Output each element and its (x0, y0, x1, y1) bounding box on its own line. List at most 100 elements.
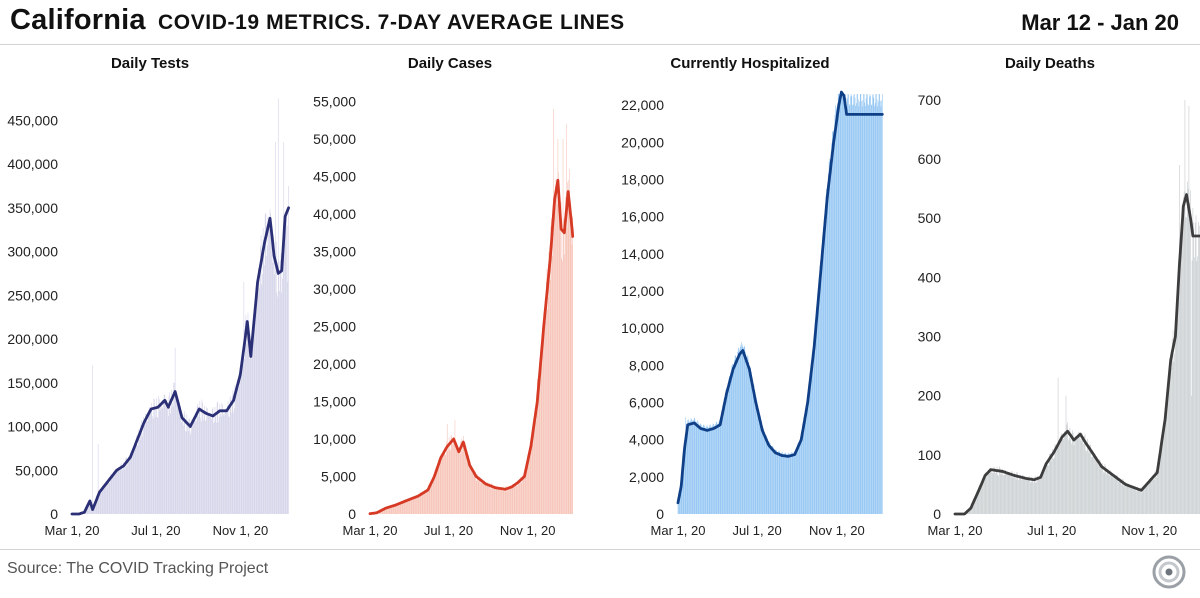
daily-deaths-daily-bar (1020, 475, 1021, 514)
daily-deaths-daily-bar (1118, 482, 1119, 514)
daily-tests-daily-bar (171, 390, 172, 514)
currently-hospitalized-y-tick-label: 20,000 (621, 134, 664, 150)
currently-hospitalized-daily-bar (811, 368, 812, 514)
currently-hospitalized-daily-bar (824, 226, 825, 514)
daily-cases-daily-bar (403, 503, 404, 514)
daily-deaths-daily-bar (1094, 456, 1095, 514)
daily-tests-daily-bar (230, 396, 231, 514)
currently-hospitalized-daily-bar (879, 94, 880, 514)
daily-tests-daily-bar (229, 417, 230, 514)
daily-tests-daily-bar (163, 400, 164, 514)
daily-deaths-daily-bar (1124, 486, 1125, 514)
daily-tests-daily-bar (193, 418, 194, 514)
daily-tests-daily-bar (238, 389, 239, 514)
daily-deaths-daily-bar (1198, 222, 1199, 514)
daily-deaths-daily-bar (1074, 445, 1075, 514)
currently-hospitalized-daily-bar (759, 415, 760, 514)
currently-hospitalized-daily-bar (689, 421, 690, 514)
daily-cases-daily-bar (509, 489, 510, 514)
daily-cases-daily-bar (426, 492, 427, 514)
daily-tests-daily-bar (173, 383, 174, 514)
daily-tests-y-tick-label: 250,000 (7, 287, 58, 303)
daily-cases-daily-bar (497, 488, 498, 514)
daily-cases-daily-bar (561, 258, 562, 514)
currently-hospitalized-daily-bar (767, 437, 768, 514)
daily-tests-daily-bar (255, 308, 256, 514)
currently-hospitalized-daily-bar (773, 447, 774, 514)
daily-cases-daily-bar (424, 494, 425, 514)
daily-tests-daily-bar (225, 409, 226, 514)
daily-deaths-daily-bar (1025, 479, 1026, 514)
daily-tests-y-tick-label: 50,000 (15, 462, 58, 478)
daily-cases-daily-bar (422, 492, 423, 514)
daily-deaths-daily-bar (1154, 480, 1155, 514)
daily-cases-daily-bar (442, 453, 443, 514)
daily-tests-daily-bar (281, 293, 282, 514)
daily-deaths-daily-bar (1108, 469, 1109, 514)
daily-deaths-daily-bar (1034, 477, 1035, 514)
daily-deaths-daily-bar (1052, 449, 1053, 514)
currently-hospitalized-daily-bar (866, 94, 867, 514)
daily-cases-daily-bar (450, 450, 451, 514)
daily-deaths-daily-bar (1029, 476, 1030, 514)
currently-hospitalized-daily-bar (811, 365, 812, 514)
currently-hospitalized-daily-bar (779, 451, 780, 514)
daily-deaths-daily-bar (993, 473, 994, 514)
currently-hospitalized-daily-bar (754, 390, 755, 514)
currently-hospitalized-daily-bar (739, 348, 740, 514)
daily-tests-y-tick-label: 450,000 (7, 112, 58, 128)
currently-hospitalized-daily-bar (785, 453, 786, 514)
daily-cases-daily-bar (433, 478, 434, 514)
currently-hospitalized-daily-bar (805, 414, 806, 514)
daily-deaths-daily-bar (1004, 475, 1005, 514)
daily-deaths-daily-bar (1059, 447, 1060, 514)
currently-hospitalized-daily-bar (820, 266, 821, 514)
daily-deaths-daily-bar (1105, 464, 1106, 514)
currently-hospitalized-daily-bar (696, 423, 697, 514)
daily-deaths-daily-bar (1035, 476, 1036, 514)
daily-tests-daily-bar (166, 408, 167, 514)
daily-deaths-daily-bar (1008, 474, 1009, 514)
daily-deaths-daily-bar (1146, 484, 1147, 514)
daily-tests-daily-bar (179, 402, 180, 514)
currently-hospitalized-daily-bar (798, 443, 799, 514)
currently-hospitalized-daily-bar (736, 358, 737, 514)
daily-tests-daily-bar (192, 420, 193, 514)
currently-hospitalized-daily-bar (721, 416, 722, 514)
daily-cases-daily-bar (513, 487, 514, 514)
daily-deaths-daily-bar (980, 490, 981, 514)
daily-tests-daily-bar (202, 403, 203, 514)
daily-tests-y-tick-label: 200,000 (7, 331, 58, 347)
daily-tests-daily-bar (177, 402, 178, 514)
daily-deaths-daily-bar (1102, 463, 1103, 514)
currently-hospitalized-daily-bar (710, 425, 711, 514)
daily-cases-daily-bar (520, 477, 521, 514)
daily-cases-daily-bar (565, 197, 566, 514)
daily-tests-daily-bar (151, 408, 152, 514)
daily-cases-daily-bar (562, 261, 563, 514)
daily-tests-daily-bar (158, 396, 159, 514)
currently-hospitalized-daily-bar (710, 425, 711, 514)
currently-hospitalized-daily-bar (742, 344, 743, 514)
daily-deaths-daily-bar (1028, 477, 1029, 514)
currently-hospitalized-daily-bar (713, 424, 714, 514)
daily-cases-daily-bar (525, 472, 526, 514)
daily-deaths-daily-bar (1065, 436, 1066, 514)
currently-hospitalized-daily-bar (708, 427, 709, 514)
daily-deaths-daily-bar (1106, 474, 1107, 514)
daily-cases-daily-bar (469, 464, 470, 514)
daily-deaths-daily-bar (1158, 466, 1159, 514)
currently-hospitalized-daily-bar (864, 103, 865, 514)
currently-hospitalized-daily-bar (695, 421, 696, 514)
daily-cases-daily-bar (462, 452, 463, 514)
daily-cases-daily-bar (521, 483, 522, 514)
currently-hospitalized-daily-bar (726, 389, 727, 514)
currently-hospitalized-daily-bar (846, 106, 847, 514)
daily-cases-chart: 05,00010,00015,00020,00025,00030,00035,0… (300, 44, 600, 549)
daily-deaths-daily-bar (1138, 488, 1139, 514)
daily-tests-daily-bar (140, 425, 141, 514)
currently-hospitalized-daily-bar (837, 111, 838, 514)
daily-cases-daily-bar (511, 486, 512, 514)
daily-deaths-daily-bar (1019, 478, 1020, 514)
daily-deaths-daily-bar (996, 470, 997, 514)
